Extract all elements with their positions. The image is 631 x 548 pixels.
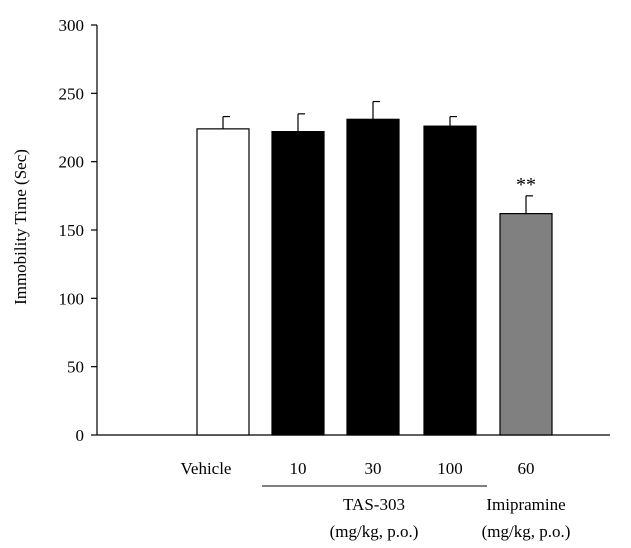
category-label-4: 60 — [518, 459, 535, 478]
group-name-1: Imipramine — [486, 495, 565, 514]
bar-1 — [271, 131, 325, 436]
y-tick-label-0: 0 — [76, 426, 85, 445]
category-labels: Vehicle 10 30 100 60 — [181, 459, 535, 478]
y-tick-label-100: 100 — [59, 289, 85, 308]
group-labels: TAS-303 (mg/kg, p.o.) Imipramine (mg/kg, p.… — [262, 485, 571, 541]
group-name-0: TAS-303 — [343, 495, 405, 514]
y-tick-label-250: 250 — [59, 84, 85, 103]
y-tick-label-200: 200 — [59, 153, 85, 172]
bar-4 — [499, 213, 553, 436]
category-label-0: Vehicle — [181, 459, 232, 478]
bar-0 — [196, 128, 250, 436]
significance-label-4: ** — [516, 174, 536, 196]
group-unit-1: (mg/kg, p.o.) — [482, 522, 571, 541]
bar-3 — [423, 125, 477, 436]
y-axis-title: Immobility Time (Sec) — [11, 149, 30, 305]
category-label-3: 100 — [437, 459, 463, 478]
bars: ** — [196, 100, 553, 436]
group-unit-0: (mg/kg, p.o.) — [330, 522, 419, 541]
bar-2 — [346, 118, 400, 436]
y-tick-label-300: 300 — [59, 16, 85, 35]
y-ticks: 0 50 100 150 200 250 300 — [59, 16, 97, 445]
category-label-1: 10 — [290, 459, 307, 478]
y-tick-label-50: 50 — [67, 358, 84, 377]
y-tick-label-150: 150 — [59, 221, 85, 240]
category-label-2: 30 — [365, 459, 382, 478]
